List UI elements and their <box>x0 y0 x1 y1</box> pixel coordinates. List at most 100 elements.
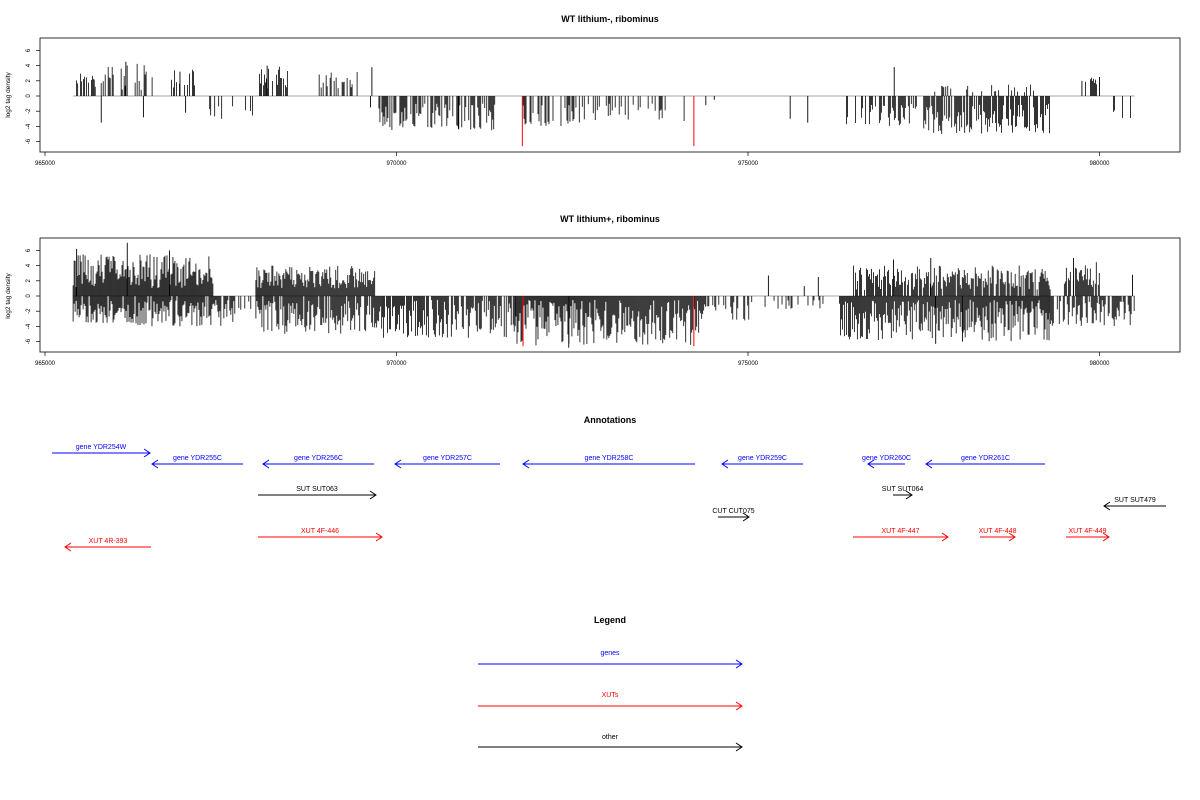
x-tick-label: 975000 <box>738 161 759 167</box>
arrow-head-icon <box>742 512 750 522</box>
y-axis-label: log2 tag density <box>5 272 12 318</box>
annotation-label: SUT SUT063 <box>296 486 338 493</box>
legend-item-genes: genes <box>478 650 743 669</box>
plot-frame <box>39 37 1181 153</box>
arrow-head-icon <box>735 701 743 711</box>
axes: -6 -4 -2 0 2 4 6 965000 970000 975000 980000 <box>26 48 1110 167</box>
x-tick-label: 965000 <box>35 161 56 167</box>
annotation-gene-ydr257c: gene YDR257C <box>394 455 500 469</box>
annotation-tracks: gene YDR254W gene YDR255C gene YDR256C gene… <box>52 444 1166 552</box>
arrow-head-icon <box>143 448 151 458</box>
annotation-gene-ydr256c: gene YDR256C <box>262 455 374 469</box>
y-tick-label: -6 <box>26 138 32 144</box>
arrow-head-icon <box>905 490 913 500</box>
annotation-label: XUT 4R-393 <box>89 538 128 545</box>
legend-title: Legend <box>594 615 626 625</box>
annotation-label: gene YDR261C <box>961 455 1010 462</box>
y-tick-label: -6 <box>26 338 32 344</box>
plot-frame <box>39 237 1181 353</box>
arrow-head-icon <box>867 459 875 469</box>
bar-series <box>73 61 1135 147</box>
legend-label: genes <box>600 650 620 657</box>
arrow-head-icon <box>1102 532 1110 542</box>
y-tick-label: 2 <box>26 278 32 282</box>
arrow-head-icon <box>941 532 949 542</box>
axes: -6 -4 -2 0 2 4 6 965000 970000 975000 980000 <box>26 248 1110 367</box>
annotation-label: SUT SUT064 <box>882 486 924 493</box>
annotation-cut-cut075: CUT CUT075 <box>712 508 755 522</box>
annotation-label: CUT CUT075 <box>712 508 754 515</box>
x-tick-label: 980000 <box>1089 361 1110 367</box>
annotation-xut-4f-447: XUT 4F-447 <box>853 528 949 542</box>
arrow-head-icon <box>522 459 530 469</box>
arrow-head-icon <box>375 532 383 542</box>
annotation-label: XUT 4F-447 <box>882 528 920 535</box>
annotation-xut-4f-449: XUT 4F-449 <box>1066 528 1110 542</box>
annotation-gene-ydr260c: gene YDR260C <box>862 455 911 469</box>
annotation-xut-4f-448: XUT 4F-448 <box>979 528 1017 542</box>
y-tick-label: 0 <box>26 294 32 298</box>
annotation-label: gene YDR254W <box>76 444 127 451</box>
arrow-head-icon <box>151 459 159 469</box>
annotation-label: SUT SUT479 <box>1114 497 1156 504</box>
annotation-gene-ydr255c: gene YDR255C <box>151 455 243 469</box>
arrow-head-icon <box>721 459 729 469</box>
panel-lithium-minus: WT lithium-, ribominus log2 tag density … <box>5 14 1181 167</box>
annotation-label: XUT 4F-448 <box>979 528 1017 535</box>
panel-title: WT lithium-, ribominus <box>561 14 659 24</box>
annotation-label: gene YDR259C <box>738 455 787 462</box>
annotations-title: Annotations <box>584 415 637 425</box>
y-tick-label: -2 <box>26 108 32 114</box>
annotation-label: gene YDR255C <box>173 455 222 462</box>
arrow-head-icon <box>1008 532 1016 542</box>
y-tick-label: 6 <box>26 48 32 52</box>
annotation-gene-ydr254w: gene YDR254W <box>52 444 151 458</box>
y-tick-label: -2 <box>26 308 32 314</box>
arrow-head-icon <box>394 459 402 469</box>
annotation-gene-ydr261c: gene YDR261C <box>925 455 1045 469</box>
arrow-head-icon <box>262 459 270 469</box>
panel-lithium-plus: WT lithium+, ribominus log2 tag density … <box>5 214 1181 367</box>
annotation-xut-4f-446: XUT 4F-446 <box>258 528 383 542</box>
legend-item-other: other <box>478 734 743 752</box>
bar-series <box>72 242 1135 348</box>
legend: Legend genes XUTs other <box>478 615 743 752</box>
arrow-head-icon <box>735 659 743 669</box>
legend-item-xuts: XUTs <box>478 692 743 711</box>
x-tick-label: 975000 <box>738 361 759 367</box>
y-tick-label: 6 <box>26 248 32 252</box>
annotation-gene-ydr258c: gene YDR258C <box>522 455 695 469</box>
y-tick-label: 4 <box>26 263 32 267</box>
y-tick-label: -4 <box>26 323 32 329</box>
y-axis-label: log2 tag density <box>5 71 12 117</box>
x-tick-label: 980000 <box>1089 161 1110 167</box>
y-tick-label: -4 <box>26 123 32 129</box>
annotation-sut-sut063: SUT SUT063 <box>258 486 377 500</box>
legend-label: XUTs <box>602 692 619 699</box>
annotation-xut-4r-393: XUT 4R-393 <box>64 538 151 552</box>
x-tick-label: 970000 <box>386 161 407 167</box>
arrow-head-icon <box>369 490 377 500</box>
x-tick-label: 970000 <box>386 361 407 367</box>
y-tick-label: 2 <box>26 78 32 82</box>
annotation-label: gene YDR256C <box>294 455 343 462</box>
y-tick-label: 0 <box>26 94 32 98</box>
annotation-gene-ydr259c: gene YDR259C <box>721 455 803 469</box>
annotation-sut-sut479: SUT SUT479 <box>1103 497 1166 511</box>
annotation-label: gene YDR257C <box>423 455 472 462</box>
annotation-label: gene YDR260C <box>862 455 911 462</box>
arrow-head-icon <box>64 542 72 552</box>
annotation-label: XUT 4F-446 <box>301 528 339 535</box>
x-tick-label: 965000 <box>35 361 56 367</box>
arrow-head-icon <box>735 742 743 752</box>
legend-label: other <box>602 734 619 741</box>
y-tick-label: 4 <box>26 63 32 67</box>
annotation-label: gene YDR258C <box>585 455 634 462</box>
panel-title: WT lithium+, ribominus <box>560 214 660 224</box>
arrow-head-icon <box>1103 501 1111 511</box>
arrow-head-icon <box>925 459 933 469</box>
annotation-sut-sut064: SUT SUT064 <box>882 486 924 500</box>
annotation-label: XUT 4F-449 <box>1069 528 1107 535</box>
